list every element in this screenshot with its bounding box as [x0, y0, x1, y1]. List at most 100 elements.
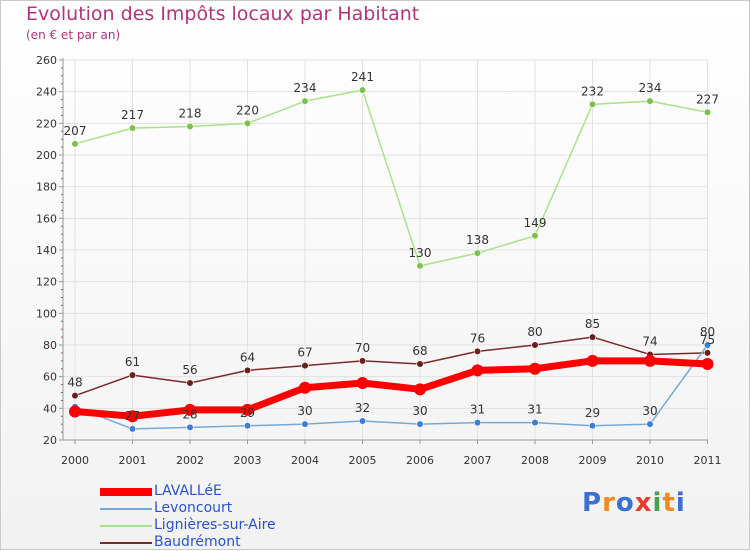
data-point [241, 403, 254, 416]
data-point [126, 410, 139, 423]
data-point [646, 97, 654, 105]
y-tick-label: 40 [43, 402, 57, 415]
data-point [529, 362, 541, 375]
legend-swatch [100, 488, 152, 496]
y-tick-label: 240 [36, 86, 57, 99]
data-point [128, 124, 137, 132]
series-line-2 [74, 89, 708, 267]
data-label: 80 [527, 325, 542, 339]
data-point [243, 119, 252, 127]
data-label: 31 [470, 403, 485, 417]
data-labels: 27 28 29 30 32 30 31 31 29 30 80 207 217 218 220 234 241… [64, 70, 719, 423]
data-point [531, 232, 539, 240]
data-label: 218 [179, 107, 202, 121]
data-label: 32 [355, 401, 370, 415]
data-point [243, 422, 252, 430]
data-point [186, 423, 194, 431]
logo-letter: P [582, 488, 603, 518]
x-tick-label: 2004 [291, 454, 319, 467]
data-label: 76 [470, 331, 485, 345]
y-tick-label: 260 [36, 54, 57, 67]
data-label: 67 [297, 346, 312, 360]
x-tick-label: 2011 [694, 454, 722, 467]
series-line-3 [74, 336, 708, 397]
data-label: 30 [297, 404, 312, 418]
data-label: 27 [125, 409, 140, 423]
series-group [69, 86, 714, 433]
data-label: 29 [240, 406, 255, 420]
data-point [416, 262, 424, 270]
data-point [358, 417, 367, 425]
data-label: 75 [700, 333, 715, 347]
data-point [358, 357, 367, 365]
data-point [586, 354, 599, 367]
data-label: 234 [294, 81, 317, 95]
data-label: 56 [182, 363, 197, 377]
data-point [703, 108, 712, 116]
chart-subtitle: (en € et par an) [26, 28, 121, 42]
legend-label: LAVALLéE [154, 483, 222, 499]
data-point [473, 249, 482, 257]
data-label: 80 [700, 325, 715, 339]
series-line-1 [74, 344, 709, 430]
data-label: 232 [581, 84, 604, 98]
data-label: 130 [409, 246, 432, 260]
y-tick-label: 160 [36, 212, 57, 225]
data-label: 31 [527, 403, 542, 417]
data-point [69, 405, 81, 418]
data-label: 207 [64, 124, 87, 138]
logo-letter: r [602, 488, 616, 518]
data-label: 28 [182, 407, 197, 421]
data-point [186, 379, 194, 387]
data-point [473, 418, 482, 427]
data-point [243, 366, 252, 374]
data-point [128, 425, 137, 433]
data-point [414, 383, 426, 396]
x-tick-label: 2010 [636, 454, 664, 467]
data-label: 61 [125, 355, 140, 369]
x-tick-label: 2007 [464, 454, 492, 467]
data-point [301, 361, 309, 370]
data-point [531, 418, 539, 427]
y-tick-label: 20 [43, 434, 57, 447]
y-tick-label: 180 [36, 181, 57, 194]
data-point [416, 420, 424, 428]
legend-label: Levoncourt [154, 500, 233, 516]
data-point [701, 358, 714, 370]
legend-swatch [100, 508, 152, 510]
data-label: 30 [412, 404, 427, 418]
y-tick-label: 80 [43, 339, 57, 352]
data-point [184, 403, 196, 416]
x-tick-label: 2000 [61, 454, 89, 467]
data-label: 64 [240, 350, 255, 364]
data-point [531, 341, 539, 349]
data-label: 29 [585, 406, 600, 420]
data-point [646, 420, 654, 428]
x-tick-label: 2005 [349, 454, 377, 467]
data-point [358, 86, 367, 94]
axes [59, 58, 708, 444]
y-tick-label: 140 [36, 244, 57, 257]
series-line-0 [74, 357, 708, 420]
data-point [703, 341, 712, 349]
data-label: 48 [67, 376, 82, 390]
data-label: 149 [524, 216, 547, 230]
legend-swatch [100, 542, 152, 544]
data-point [588, 100, 597, 108]
y-tick-label: 100 [36, 307, 57, 320]
y-tick-label: 120 [36, 276, 57, 289]
y-tick-label: 60 [43, 371, 57, 384]
data-label: 68 [412, 344, 427, 358]
data-point [471, 364, 484, 377]
data-label: 217 [121, 108, 144, 122]
data-label: 85 [585, 317, 600, 331]
logo-letter: x [634, 488, 653, 518]
data-point [301, 97, 309, 105]
data-label: 70 [355, 341, 370, 355]
data-point [299, 381, 311, 394]
x-tick-label: 2006 [406, 454, 434, 467]
data-point [416, 360, 424, 368]
logo-letter: t [662, 488, 676, 518]
data-point [588, 422, 597, 430]
